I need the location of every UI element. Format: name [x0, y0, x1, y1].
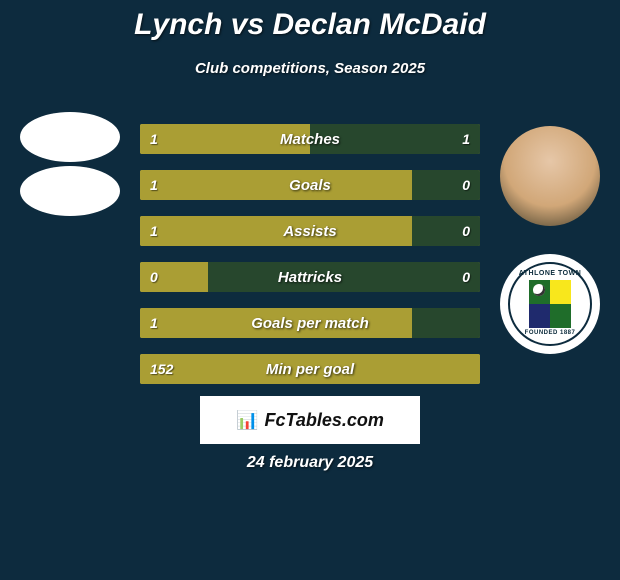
player2-name: Declan McDaid — [273, 8, 486, 41]
crest-bottom-text: FOUNDED 1887 — [525, 330, 576, 336]
football-icon — [533, 284, 545, 296]
watermark-text: FcTables.com — [265, 410, 384, 431]
player2-photo-placeholder — [500, 126, 600, 226]
stat-bar-row: 152Min per goal — [140, 354, 480, 384]
subtitle: Club competitions, Season 2025 — [0, 60, 620, 77]
stat-bar-row: 10Goals — [140, 170, 480, 200]
date-text: 24 february 2025 — [0, 454, 620, 472]
crest-shield — [529, 280, 571, 328]
bar-label: Hattricks — [140, 262, 480, 292]
stat-bar-row: 00Hattricks — [140, 262, 480, 292]
crest-top-text: ATHLONE TOWN — [519, 270, 582, 277]
vs-text: vs — [231, 8, 264, 41]
comparison-infographic: Lynch vs Declan McDaid Club competitions… — [0, 0, 620, 580]
page-title: Lynch vs Declan McDaid — [0, 0, 620, 42]
crest-circle: ATHLONE TOWN FOUNDED 1887 — [508, 262, 592, 346]
bar-label: Min per goal — [140, 354, 480, 384]
bar-label: Assists — [140, 216, 480, 246]
player1-avatar-top — [20, 112, 120, 162]
bar-label: Goals per match — [140, 308, 480, 338]
player1-name: Lynch — [134, 8, 222, 41]
chart-icon: 📊 — [236, 410, 258, 431]
player1-avatar-bottom — [20, 166, 120, 216]
bar-label: Goals — [140, 170, 480, 200]
player2-avatar — [500, 126, 600, 226]
bar-label: Matches — [140, 124, 480, 154]
stat-bar-row: 1Goals per match — [140, 308, 480, 338]
player2-club-crest: ATHLONE TOWN FOUNDED 1887 — [500, 254, 600, 354]
stat-bar-row: 11Matches — [140, 124, 480, 154]
stat-bar-row: 10Assists — [140, 216, 480, 246]
watermark: 📊 FcTables.com — [200, 396, 420, 444]
stats-bars: 11Matches 10Goals 10Assists 00Hattricks 1Goa… — [140, 124, 480, 400]
